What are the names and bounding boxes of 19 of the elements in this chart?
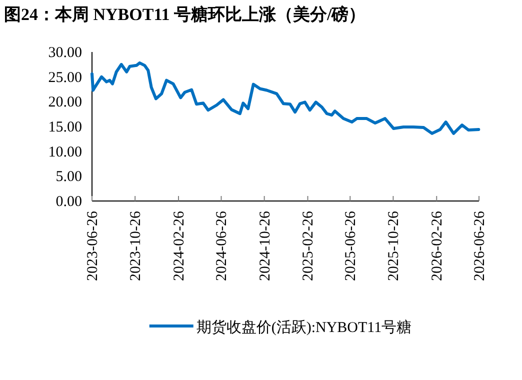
y-tick-label: 5.00 — [56, 169, 82, 186]
chart-title: 图24：本周 NYBOT11 号糖环比上涨（美分/磅） — [4, 5, 366, 24]
legend-label: 期货收盘价(活跃):NYBOT11号糖 — [196, 319, 412, 336]
y-tick-label: 25.00 — [48, 70, 82, 86]
x-tick-label: 2025-02-26 — [300, 210, 317, 281]
x-tick-label: 2025-06-26 — [343, 210, 360, 281]
x-tick-label: 2023-06-26 — [85, 210, 101, 281]
y-tick-label: 0.00 — [56, 194, 82, 210]
y-tick-label: 10.00 — [48, 144, 82, 160]
y-tick-label: 30.00 — [48, 45, 82, 61]
x-tick-label: 2024-10-26 — [257, 210, 274, 281]
x-tick-label: 2024-02-26 — [172, 210, 188, 281]
x-tick-label: 2023-10-26 — [128, 210, 144, 281]
x-tick-label: 2025-10-26 — [386, 210, 402, 281]
y-tick-label: 20.00 — [48, 94, 82, 111]
x-tick-label: 2026-06-26 — [472, 210, 488, 281]
y-tick-label: 15.00 — [48, 120, 82, 136]
x-tick-label: 2026-02-26 — [430, 210, 446, 281]
x-tick-label: 2024-06-26 — [214, 210, 230, 281]
